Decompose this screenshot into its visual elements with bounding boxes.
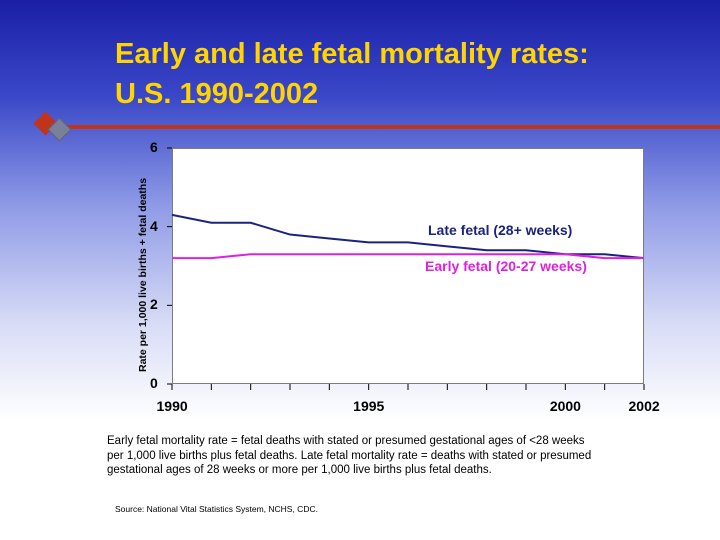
slide-title-line-1: Early and late fetal mortality rates:	[115, 38, 589, 70]
slide-title-line-2: U.S. 1990-2002	[115, 78, 319, 110]
title-rule	[56, 125, 720, 129]
series-label-0: Late fetal (28+ weeks)	[428, 222, 573, 238]
series-line-1	[172, 253, 644, 260]
x-tick-label-0: 1990	[156, 398, 188, 414]
x-tick-label-1: 1995	[353, 398, 385, 414]
y-tick-label-3: 6	[150, 139, 158, 155]
plot-area	[172, 148, 644, 384]
source-note: Source: National Vital Statistics System…	[115, 504, 318, 514]
y-tick-label-1: 2	[150, 296, 158, 313]
y-tick-label-0: 0	[150, 375, 158, 391]
x-tick-label-2: 2000	[549, 398, 581, 414]
series-line-0	[171, 213, 645, 260]
x-tick-label-3: 2002	[628, 398, 660, 414]
series-label-1: Early fetal (20-27 weeks)	[425, 258, 587, 274]
footnote: Early fetal mortality rate = fetal death…	[107, 435, 592, 476]
slide-title: Early and late fetal mortality rates: U.…	[115, 34, 705, 114]
y-tick-label-2: 4	[150, 217, 158, 234]
